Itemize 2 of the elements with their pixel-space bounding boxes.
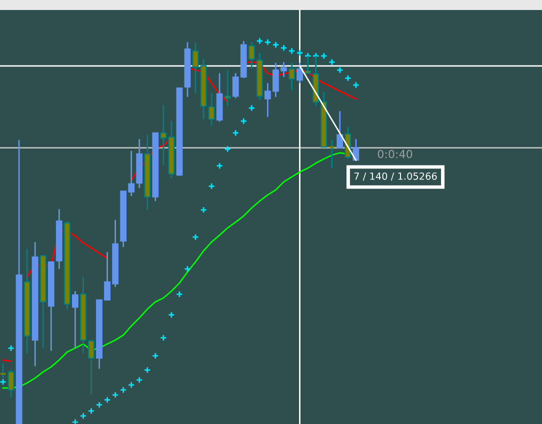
text: 0:0:40 (378, 150, 412, 158)
annotation: 7 / 140 / 1.05266 (354, 172, 437, 181)
